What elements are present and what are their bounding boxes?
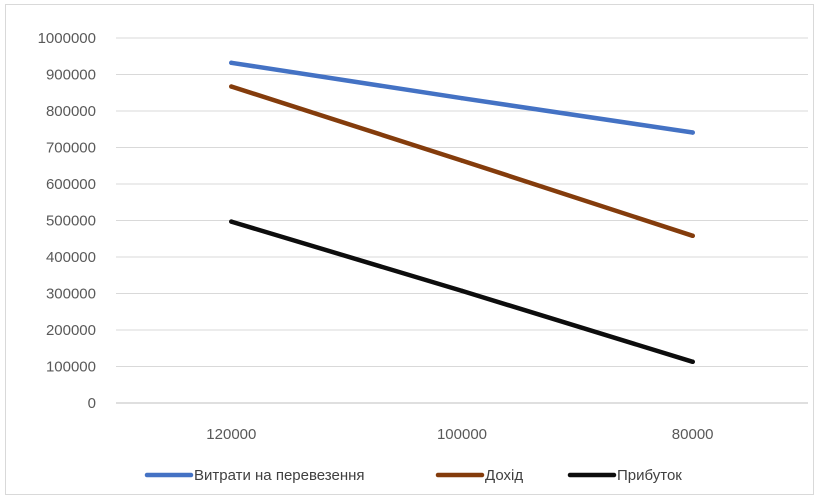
gridlines: [116, 37, 808, 404]
legend: Витрати на перевезення Дохід Прибуток: [144, 467, 682, 484]
y-tick-label: 200000: [46, 322, 96, 339]
y-tick-label: 600000: [46, 176, 96, 193]
y-tick-label: 500000: [46, 213, 96, 230]
y-tick-label: 400000: [46, 249, 96, 266]
data-point: [690, 233, 695, 239]
y-tick-label: 300000: [46, 286, 96, 303]
x-axis: 120000 100000 80000: [206, 426, 713, 443]
chart-area: [5, 4, 814, 495]
y-axis: 0 100000 200000 300000 400000 500000 600000 700…: [38, 30, 96, 412]
data-point: [690, 359, 695, 364]
y-tick-label: 700000: [46, 140, 96, 157]
data-point: [229, 60, 234, 66]
y-tick-label: 900000: [46, 67, 96, 84]
y-tick-label: 800000: [46, 103, 96, 120]
x-tick-label: 120000: [206, 426, 256, 443]
data-point: [459, 288, 465, 294]
data-point: [459, 158, 465, 163]
y-tick-label: 100000: [46, 359, 96, 376]
y-tick-label: 1000000: [38, 30, 96, 47]
legend-label: Прибуток: [617, 467, 682, 484]
data-point: [690, 130, 695, 135]
data-point: [229, 219, 234, 224]
y-tick-label: 0: [88, 395, 96, 412]
data-point: [459, 96, 465, 101]
series-lines: [229, 60, 695, 365]
data-point: [229, 84, 234, 89]
x-tick-label: 80000: [672, 426, 714, 443]
x-tick-label: 100000: [437, 426, 487, 443]
legend-label: Дохід: [485, 467, 523, 484]
legend-label: Витрати на перевезення: [194, 467, 365, 484]
